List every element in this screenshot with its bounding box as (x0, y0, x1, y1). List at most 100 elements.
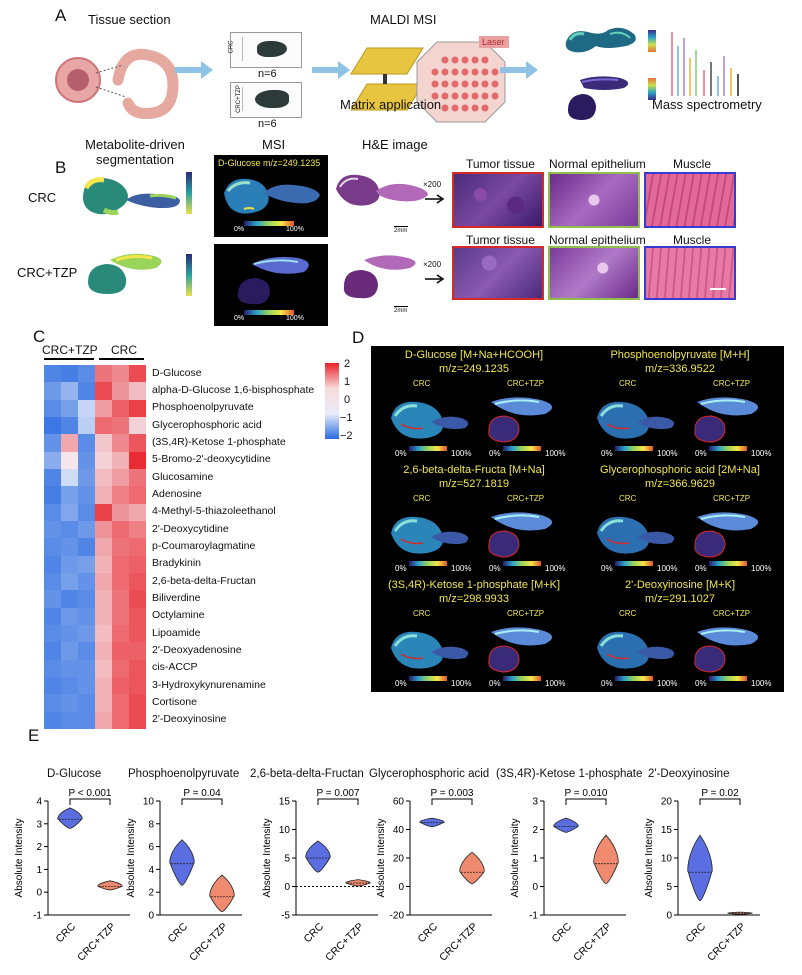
heatmap-cell (95, 711, 112, 730)
msi-tile-tissue (391, 627, 553, 673)
heatmap-cell (61, 538, 78, 557)
panel-label-a: A (55, 6, 67, 25)
msi-tile-title: 2'-Deoxyinosine [M+K] (624, 579, 735, 591)
scale-crctzp: 2mm (394, 308, 408, 314)
metabolite-label: cis-ACCP (152, 661, 198, 674)
legend-tick: −1 (340, 412, 353, 424)
zoom-crctzp: ×200 (423, 260, 442, 269)
tumor-tissue-crctzp (452, 246, 544, 300)
metabolite-label: 5-Bromo-2'-deoxycytidine (152, 453, 271, 466)
arrow-3 (500, 60, 540, 80)
y-tick-label: 10 (661, 854, 673, 865)
y-tick-label: 5 (284, 854, 290, 865)
heatmap-cell (78, 365, 95, 383)
zoom-crc: ×200 (423, 180, 442, 189)
msi-tile-crctzp: CRC+TZP (507, 379, 545, 388)
y-tick-label: 5 (666, 882, 672, 893)
heatmap-cell (44, 469, 61, 487)
y-tick-label: -5 (281, 911, 290, 922)
matrix-application-label: Matrix application (340, 97, 442, 112)
heatmap-cell (95, 607, 112, 626)
violin-crc (687, 834, 713, 902)
heatmap-cell (44, 555, 61, 574)
he-image-crctzp (338, 250, 433, 305)
msi-colorbar (503, 676, 541, 681)
violin-crc (553, 817, 579, 833)
heatmap-cell (95, 365, 112, 383)
p-value: P = 0.010 (565, 788, 608, 799)
violin-title: Glycerophosphoric acid (369, 768, 490, 780)
msi-colorbar (615, 446, 653, 451)
heatmap-cell (44, 434, 61, 453)
msi-tile-tissue (391, 397, 553, 443)
heatmap-cell (129, 642, 146, 661)
p-value: P < 0.001 (69, 788, 112, 799)
msi-tile-title: 2,6-beta-delta-Fructa [M+Na] (403, 464, 545, 476)
heatmap-cell (44, 382, 61, 401)
heatmap (44, 365, 146, 730)
violin-crc (305, 840, 331, 873)
heatmap-cell (78, 659, 95, 678)
heatmap-cell (61, 625, 78, 643)
heatmap-cell (129, 555, 146, 574)
col-he: H&E image (362, 137, 428, 152)
label-normal-2: Normal epithelium (549, 233, 646, 247)
heatmap-cell (129, 434, 146, 453)
legend-tick: 0 (344, 394, 351, 406)
msi-pct0: 0% (695, 564, 707, 573)
x-label-crctzp: CRC+TZP (187, 921, 230, 964)
y-tick-label: 1 (532, 854, 538, 865)
significance-bracket (699, 798, 741, 805)
col-segmentation: Metabolite-driven segmentation (85, 137, 185, 167)
metabolite-label: 2'-Deoxyadenosine (152, 644, 242, 656)
heatmap-cell (129, 625, 146, 643)
heatmap-cell (78, 677, 95, 695)
msi-colorbar (409, 676, 447, 681)
mass-spectrometry-label: Mass spectrometry (652, 97, 762, 112)
colorbar-a2 (648, 78, 656, 100)
y-tick-label: 20 (393, 854, 405, 865)
msi-tile-crc: CRC (619, 379, 637, 388)
heatmap-cell (78, 694, 95, 713)
maldi-msi-label: MALDI MSI (370, 12, 437, 27)
heatmap-cell (112, 573, 129, 591)
heatmap-cell (129, 451, 146, 470)
y-tick-label: -1 (33, 911, 42, 922)
heatmap-cell (112, 677, 129, 695)
msi-tile-crc: CRC (413, 379, 431, 388)
x-label-crctzp: CRC+TZP (323, 921, 366, 964)
msi-pct100: 100% (451, 449, 472, 458)
heatmap-cell (112, 417, 129, 435)
heatmap-cell (61, 365, 78, 383)
panel-label-d: D (352, 328, 365, 347)
msi-tile-mz: m/z=298.9933 (438, 593, 510, 605)
metabolite-label: p-Coumaroylagmatine (152, 540, 256, 552)
heatmap-cell (95, 434, 112, 453)
heatmap-cell (44, 365, 61, 383)
violin-crc (169, 839, 195, 886)
msi-tile: D-Glucose [M+Na+HCOOH] m/z=249.1235 CRC … (371, 346, 577, 461)
msi-tile-mz: m/z=249.1235 (438, 363, 510, 375)
legend-tick: −2 (340, 430, 353, 442)
heatmap-cell (129, 538, 146, 557)
heatmap-cell (78, 503, 95, 522)
heatmap-cell (78, 573, 95, 591)
normal-epithelium-crc (548, 172, 640, 228)
heatmap-cell (78, 399, 95, 418)
row-crctzp: CRC+TZP (17, 265, 78, 280)
x-label-crctzp: CRC+TZP (75, 921, 118, 964)
heatmap-cell (95, 486, 112, 505)
y-tick-label: 2 (532, 825, 538, 836)
msi-tile: (3S,4R)-Ketose 1-phosphate [M+K] m/z=298… (371, 576, 577, 691)
msi-tile-title: D-Glucose [M+Na+HCOOH] (404, 349, 544, 361)
y-tick-label: 20 (661, 797, 673, 808)
msi-tile-tissue (391, 512, 553, 558)
heatmap-cell (44, 607, 61, 626)
msi-colorbar (503, 561, 541, 566)
heatmap-cell (78, 607, 95, 626)
heatmap-cell (129, 486, 146, 505)
y-axis-label: Absolute Intensity (126, 819, 137, 898)
heatmap-cell (112, 365, 129, 383)
heatmap-cell (112, 659, 129, 678)
heatmap-cell (61, 399, 78, 418)
